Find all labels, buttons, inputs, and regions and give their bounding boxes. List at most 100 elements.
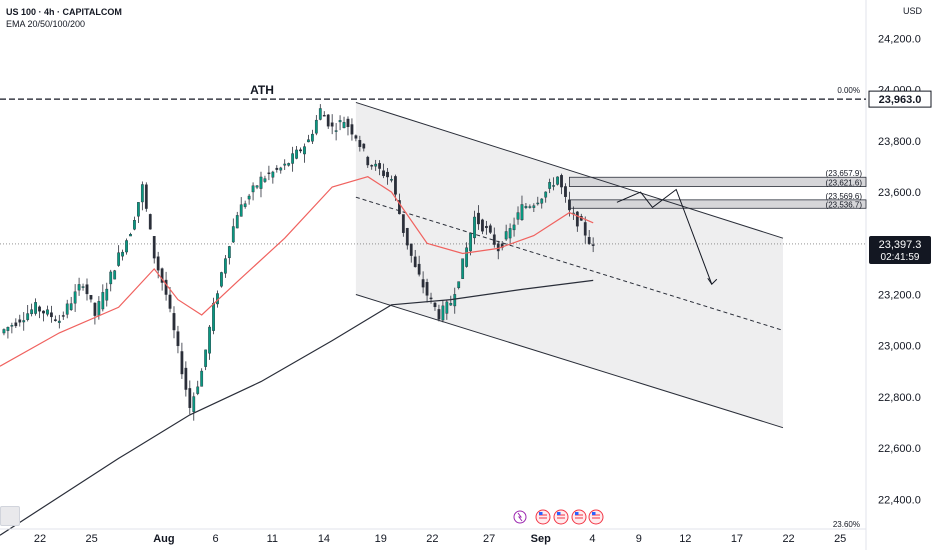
candle bbox=[378, 160, 382, 176]
candle bbox=[425, 278, 429, 303]
candle-body bbox=[263, 178, 267, 182]
candle-body bbox=[196, 386, 200, 394]
candle bbox=[46, 305, 49, 317]
y-tick-label: 22,400.0 bbox=[878, 494, 921, 506]
candle-body bbox=[117, 252, 121, 266]
candle-body bbox=[212, 302, 215, 331]
candle bbox=[133, 216, 136, 231]
candle bbox=[93, 302, 97, 325]
y-tick-label: 22,600.0 bbox=[878, 443, 921, 455]
candle bbox=[488, 223, 492, 235]
channel-upper-line bbox=[355, 101, 784, 239]
candle-body bbox=[461, 258, 465, 279]
candle bbox=[469, 232, 472, 256]
candle-body bbox=[18, 319, 22, 323]
scroll-to-start-button[interactable] bbox=[0, 506, 20, 526]
candle-body bbox=[528, 206, 532, 208]
candle-body bbox=[564, 186, 567, 197]
candle bbox=[374, 159, 378, 171]
candle-body bbox=[160, 268, 164, 283]
x-tick-label: Aug bbox=[153, 533, 174, 545]
symbol-title[interactable]: US 100 · 4h · CAPITALCOM bbox=[6, 7, 122, 17]
candle-body bbox=[326, 114, 330, 127]
candle-body bbox=[322, 115, 326, 117]
candle-body bbox=[386, 171, 389, 178]
candle-body bbox=[378, 163, 382, 169]
candle bbox=[496, 240, 500, 260]
candle bbox=[65, 299, 69, 319]
indicator-legend[interactable]: EMA 20/50/100/200 bbox=[6, 19, 86, 29]
candle-body bbox=[85, 284, 89, 295]
candle-body bbox=[409, 243, 413, 256]
candle bbox=[370, 164, 374, 170]
candle-body bbox=[473, 216, 476, 239]
x-tick-label: 4 bbox=[589, 533, 595, 545]
y-tick-label: 23,600.0 bbox=[878, 187, 921, 199]
candle-body bbox=[30, 309, 34, 315]
candle-body bbox=[291, 153, 295, 164]
x-tick-label: 22 bbox=[426, 533, 438, 545]
candle-body bbox=[2, 329, 6, 334]
candle bbox=[227, 245, 231, 265]
candle bbox=[129, 232, 132, 237]
candle-body bbox=[38, 306, 41, 312]
candle bbox=[311, 129, 314, 145]
candle bbox=[259, 171, 263, 198]
currency-label: USD bbox=[902, 6, 922, 16]
x-tick-label: 25 bbox=[834, 533, 846, 545]
candle bbox=[168, 286, 172, 313]
candle-body bbox=[560, 175, 563, 188]
candle bbox=[342, 116, 346, 129]
candle-body bbox=[532, 205, 536, 208]
candle-body bbox=[568, 199, 571, 211]
flag-canton bbox=[539, 512, 543, 515]
candle-body bbox=[34, 302, 37, 314]
candle-body bbox=[93, 302, 97, 316]
candle bbox=[350, 118, 354, 141]
x-tick-label: 17 bbox=[731, 533, 743, 545]
candle bbox=[457, 281, 461, 290]
candle-body bbox=[22, 320, 26, 323]
candle-body bbox=[239, 204, 243, 217]
candle-body bbox=[10, 325, 14, 327]
candle bbox=[224, 255, 227, 278]
candle bbox=[532, 203, 536, 213]
candle-body bbox=[287, 163, 291, 166]
candle-body bbox=[271, 171, 275, 178]
x-tick-label: 22 bbox=[34, 533, 46, 545]
candle-body bbox=[144, 184, 148, 209]
candle-body bbox=[477, 212, 480, 225]
candle bbox=[125, 238, 128, 255]
candle-body bbox=[370, 165, 374, 167]
candle bbox=[453, 287, 457, 314]
candle-body bbox=[176, 331, 180, 347]
channel-middle-line bbox=[355, 196, 784, 331]
candle bbox=[57, 314, 61, 329]
candle bbox=[38, 305, 41, 319]
candle-body bbox=[73, 291, 77, 304]
candle bbox=[417, 255, 421, 277]
candle bbox=[34, 298, 37, 316]
candle bbox=[413, 249, 417, 268]
candle bbox=[564, 183, 567, 203]
candle bbox=[524, 202, 528, 210]
candle bbox=[556, 176, 559, 186]
candle bbox=[113, 269, 117, 280]
candle-body bbox=[168, 294, 172, 309]
candle bbox=[144, 182, 148, 212]
candle bbox=[473, 210, 476, 245]
candle-body bbox=[575, 211, 579, 227]
candle bbox=[540, 198, 544, 209]
candle bbox=[208, 324, 211, 360]
candle bbox=[504, 224, 508, 241]
candle bbox=[188, 380, 192, 415]
candle bbox=[200, 368, 204, 387]
candle-body bbox=[247, 195, 251, 200]
candle bbox=[552, 177, 555, 191]
candle bbox=[140, 181, 144, 211]
candle-body bbox=[362, 143, 366, 149]
candle-body bbox=[172, 313, 176, 331]
candle-body bbox=[77, 284, 81, 291]
